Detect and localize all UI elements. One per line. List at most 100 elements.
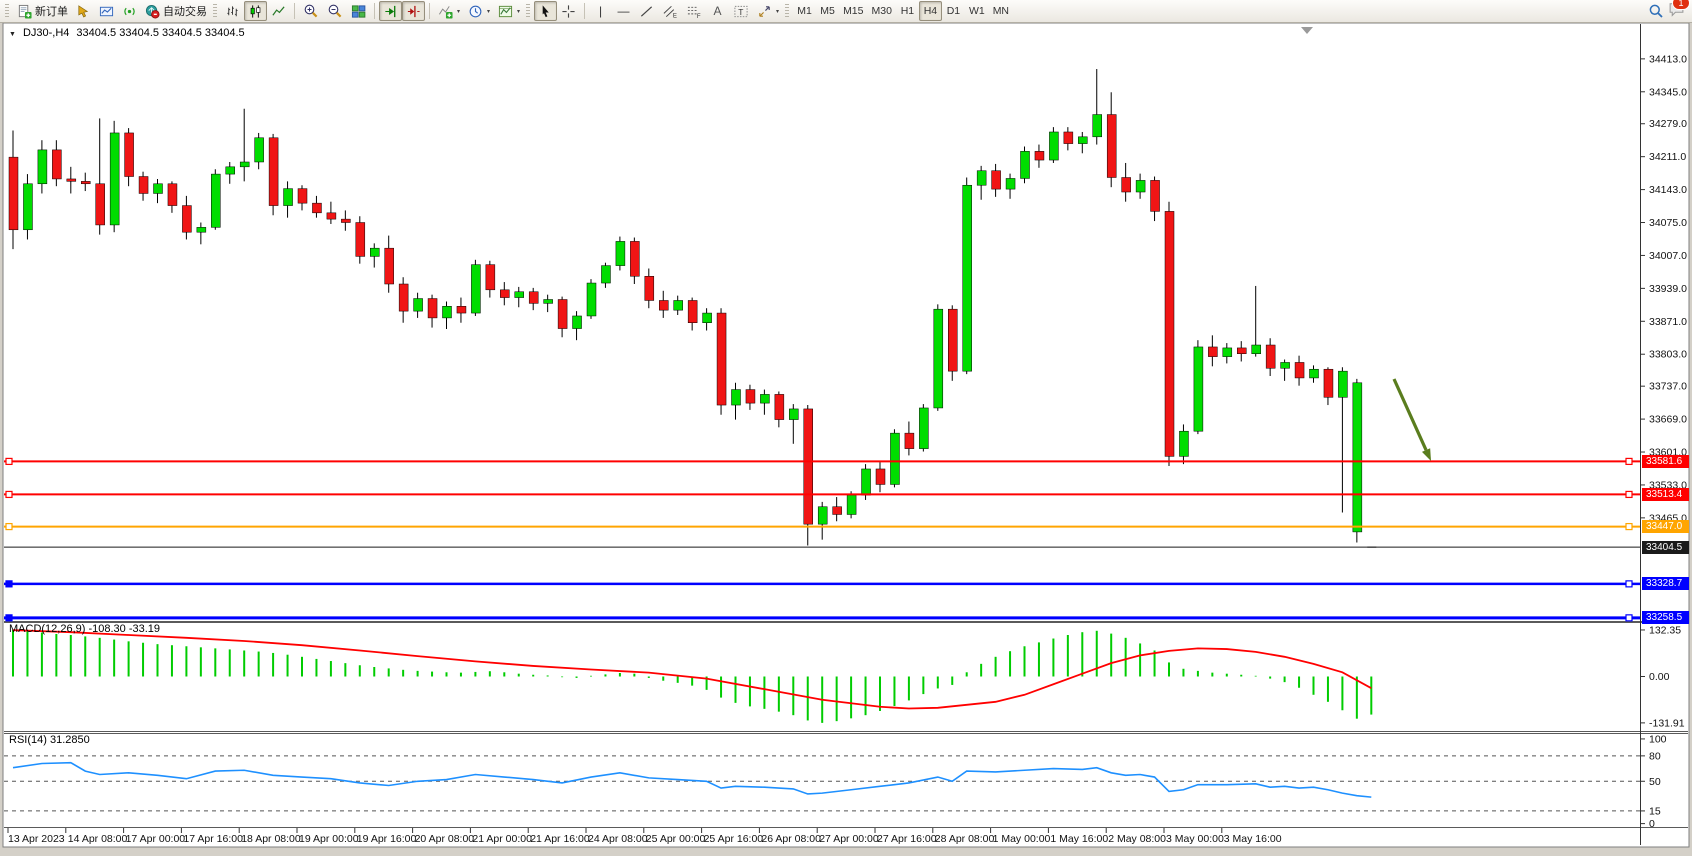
new-order-button[interactable]: 新订单 [13,1,72,21]
candle-body [1294,362,1305,379]
zoom-in-button[interactable] [299,1,323,21]
hline-handle[interactable] [5,580,13,588]
text-label-button[interactable]: T [729,1,753,21]
chart-shift-button[interactable] [402,1,425,21]
text-icon: A [713,4,722,18]
candle-body [167,183,178,206]
date-label: 13 Apr 2023 [8,833,65,845]
timeframe-m15-button[interactable]: M15 [839,1,867,21]
templates-button[interactable]: ▾ [494,1,524,21]
new-order-icon [18,4,32,19]
date-label: 25 Apr 16:00 [703,833,764,845]
candlestick-chart-button[interactable] [244,1,267,21]
candle-body [312,202,322,214]
chart-menu-icon[interactable]: ▼ [9,30,16,38]
candle-body [8,156,19,231]
date-label: 1 May 00:00 [992,833,1051,845]
market-window-icon [99,6,114,16]
annotation-arrow-head[interactable] [1421,448,1431,461]
candle-body [283,188,293,206]
notifications-button[interactable]: 1 [1668,0,1690,22]
hline-handle[interactable] [1625,522,1633,531]
timeframe-h4-button[interactable]: H4 [918,1,942,21]
candle-body [904,432,915,449]
tile-windows-button[interactable] [347,1,370,21]
timeframe-m5-button[interactable]: M5 [816,1,839,21]
date-label: 17 Apr 16:00 [183,833,243,845]
search-button[interactable] [1644,1,1668,21]
price-line-label[interactable]: 33258.5 [1642,611,1689,625]
text-label-icon: T [734,5,748,17]
zoom-out-button[interactable] [323,1,347,21]
timeframe-m1-button[interactable]: M1 [793,1,816,21]
candle-body [52,149,62,180]
fibonacci-button[interactable]: F [682,1,706,21]
candle-body [211,173,221,228]
bar-chart-button[interactable] [221,1,244,21]
price-line-label[interactable]: 33581.6 [1642,454,1689,468]
toolbar-separator [294,3,295,19]
hline-handle[interactable] [1625,457,1633,466]
timeframe-w1-button[interactable]: W1 [965,1,989,21]
price-line-label[interactable]: 33513.4 [1642,487,1689,501]
channel-icon: E [663,5,677,19]
candle-body [1049,131,1059,161]
candle-body [933,308,944,409]
timeframe-m30-button[interactable]: M30 [868,1,896,21]
candle-body [731,389,741,406]
trendline-button[interactable] [635,1,658,21]
price-line-label[interactable]: 33404.5 [1642,540,1689,554]
hline-handle[interactable] [5,490,13,499]
annotation-arrow-line[interactable] [1392,378,1428,451]
price-line-label[interactable]: 33447.0 [1642,520,1689,534]
candle-body [442,306,452,319]
hline-handle[interactable] [5,522,13,531]
hline-handle[interactable] [5,457,13,466]
auto-trading-label: 自动交易 [163,6,207,18]
crosshair-button[interactable] [557,1,580,21]
rsi-tick-label: 0 [1649,818,1655,830]
history-pointer-button[interactable] [72,1,95,21]
price-line-label[interactable]: 33328.7 [1642,577,1689,591]
text-button[interactable]: A [706,1,729,21]
candle-body [1121,177,1131,193]
toolbar-grip [526,4,531,18]
candle-body [81,181,91,185]
date-label: 3 May 00:00 [1166,833,1224,845]
candle-body [861,468,871,496]
candle-body [948,308,958,372]
hline-handle[interactable] [1625,614,1633,622]
line-chart-button[interactable] [267,1,290,21]
equidistant-channel-button[interactable]: E [658,1,682,21]
main-toolbar: 新订单 自动交易 ▾ ▾ [0,0,1692,23]
candle-body [384,247,394,285]
auto-trading-button[interactable]: 自动交易 [141,1,211,21]
hline-handle[interactable] [5,614,13,622]
timeframe-d1-button[interactable]: D1 [942,1,965,21]
vertical-line-button[interactable]: | [589,1,612,21]
timeframe-h1-button[interactable]: H1 [896,1,919,21]
auto-scroll-button[interactable] [379,1,402,21]
toolbar-separator [374,3,375,19]
signals-button[interactable] [118,1,141,21]
arrows-button[interactable]: ▾ [753,1,783,21]
chart-title: ▼ DJ30-,H4 33404.5 33404.5 33404.5 33404… [9,27,245,39]
hline-handle[interactable] [1625,580,1633,588]
candle-body [1063,131,1074,144]
price-tick-label: 33803.0 [1649,349,1687,361]
horizontal-line-button[interactable]: — [612,1,635,21]
cursor-button[interactable] [534,1,558,21]
timeframe-mn-button[interactable]: MN [989,1,1013,21]
chart-shift-marker[interactable] [1301,27,1313,34]
rsi-line [12,761,1372,798]
market-watch-button[interactable] [95,1,118,21]
candle-body [803,408,813,525]
hline-handle[interactable] [1625,490,1633,499]
gold-pointer-icon [78,4,89,17]
indicators-button[interactable]: ▾ [434,1,464,21]
periods-button[interactable]: ▾ [464,1,494,21]
candle-body [774,394,785,420]
macd-label: MACD(12,26,9) -108.30 -33.19 [9,623,160,635]
candle-body [341,218,351,223]
